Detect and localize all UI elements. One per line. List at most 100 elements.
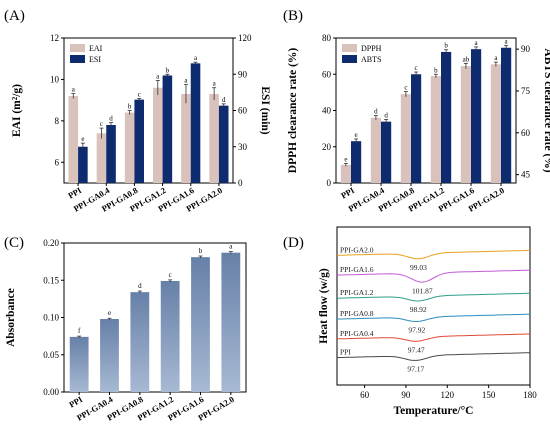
bar-abts	[411, 74, 422, 183]
significance-letter: b	[444, 42, 448, 50]
legend-swatch-dpph	[342, 44, 357, 52]
significance-letter: a	[72, 86, 76, 94]
y-tick-label-right: 60	[238, 106, 248, 116]
significance-letter: a	[184, 77, 188, 85]
panel-d: (D) PPI 97.17 PPI-GA0.4 97.47 PPI-GA0.8 97.92 P…	[283, 226, 537, 417]
peak-temperature-label: 97.47	[408, 345, 425, 354]
peak-temperature-label: 101.87	[412, 286, 433, 295]
significance-letter: b	[166, 66, 170, 74]
y-tick-label-left: 0	[327, 178, 332, 188]
plot-frame	[63, 242, 247, 393]
bar-dpph	[370, 117, 381, 183]
y-tick-label-right: 45	[521, 170, 531, 180]
category-label: PPI	[66, 185, 83, 201]
significance-letter: d	[222, 96, 226, 104]
bar-absorbance	[160, 280, 180, 392]
significance-letter: c	[404, 83, 407, 91]
y-tick-label-left: 8	[55, 116, 60, 126]
category-label: PPI	[339, 185, 356, 201]
bar-eai	[68, 96, 79, 183]
dsc-curve	[336, 269, 530, 283]
significance-letter: a	[156, 72, 160, 80]
bar-abts	[351, 141, 362, 183]
significance-letter: a	[505, 38, 509, 46]
x-tick-label: 90	[401, 390, 411, 400]
panel-label: (A)	[4, 8, 25, 24]
legend-swatch-eai	[70, 44, 85, 52]
legend-label-dpph: DPPH	[361, 44, 382, 53]
x-tick-label: 180	[523, 390, 537, 400]
series-label: PPI-GA0.8	[340, 309, 374, 318]
y-tick-label: 0.05	[43, 350, 59, 360]
y-axis-title-left: EAI (m²/g)	[11, 84, 23, 137]
significance-letter: a	[213, 80, 217, 88]
legend-label-esi: ESI	[89, 55, 101, 64]
legend-swatch-esi	[70, 55, 85, 63]
significance-letter: b	[434, 66, 438, 74]
y-tick-label-left: 6	[55, 157, 60, 167]
significance-letter: c	[100, 120, 103, 128]
bar-esi	[134, 99, 144, 183]
bar-absorbance	[221, 252, 241, 392]
dsc-curve	[336, 333, 530, 342]
significance-letter: a	[229, 243, 233, 251]
panel-label: (D)	[283, 235, 304, 251]
bar-eai	[209, 93, 219, 183]
series-label: PPI-GA0.4	[340, 329, 374, 338]
y-tick-label-right: 120	[238, 33, 252, 43]
x-tick-label: 60	[360, 390, 370, 400]
significance-letter: c	[169, 271, 172, 279]
bar-abts	[501, 47, 512, 184]
y-tick-label: 0.10	[43, 313, 59, 323]
y-axis-title-left: DPPH clearance rate (%)	[287, 48, 299, 174]
y-tick-label-left: 12	[50, 33, 59, 43]
bar-esi	[78, 146, 88, 183]
significance-letter: f	[78, 327, 81, 335]
peak-temperature-label: 99.03	[410, 263, 427, 272]
significance-letter: d	[109, 115, 113, 123]
significance-letter: a	[194, 54, 198, 62]
y-tick-label-right: 30	[238, 142, 248, 152]
legend-label-eai: EAI	[89, 44, 103, 53]
plot-frame	[336, 226, 531, 386]
y-tick-label-left: 10	[50, 74, 60, 84]
significance-letter: d	[374, 108, 378, 116]
y-tick-label-right: 90	[521, 44, 531, 54]
bar-eai	[153, 87, 163, 183]
bar-dpph	[400, 94, 411, 183]
x-tick-label: 120	[441, 390, 455, 400]
y-tick-label: 0.15	[43, 275, 59, 285]
bar-absorbance	[191, 257, 210, 392]
y-tick-label: 0.20	[43, 238, 59, 248]
dsc-curve	[336, 352, 530, 361]
dsc-curve	[336, 313, 530, 323]
legend-label-abts: ABTS	[361, 55, 381, 64]
y-tick-label-left: 40	[322, 106, 332, 116]
panel-label: (C)	[4, 235, 24, 251]
significance-letter: ab	[463, 55, 470, 63]
significance-letter: e	[81, 135, 84, 143]
y-axis-title: Absorbance	[5, 288, 17, 347]
bar-eai	[124, 112, 135, 183]
peak-temperature-label: 97.17	[407, 364, 424, 373]
x-tick-label: 150	[482, 390, 496, 400]
dsc-curve	[336, 249, 530, 260]
bar-esi	[190, 63, 201, 183]
bar-eai	[96, 133, 107, 183]
panel-label: (B)	[283, 8, 303, 24]
bar-abts	[381, 121, 392, 183]
bar-absorbance	[130, 292, 150, 392]
bar-dpph	[460, 66, 471, 183]
significance-letter: e	[355, 131, 358, 139]
bar-absorbance	[69, 336, 89, 392]
bar-abts	[471, 49, 482, 184]
significance-letter: c	[415, 64, 418, 72]
panel-a: (A)aePPIcdPPI-GA0.4bcPPI-GA0.8abPPI-GA1.…	[4, 8, 271, 214]
significance-letter: b	[128, 103, 132, 111]
panel-c: (C)fPPIePPI-GA0.4dPPI-GA0.8cPPI-GA1.2bPP…	[4, 235, 247, 423]
bar-absorbance	[100, 318, 119, 392]
series-label: PPI-GA1.2	[340, 288, 374, 297]
bar-dpph	[340, 164, 351, 183]
